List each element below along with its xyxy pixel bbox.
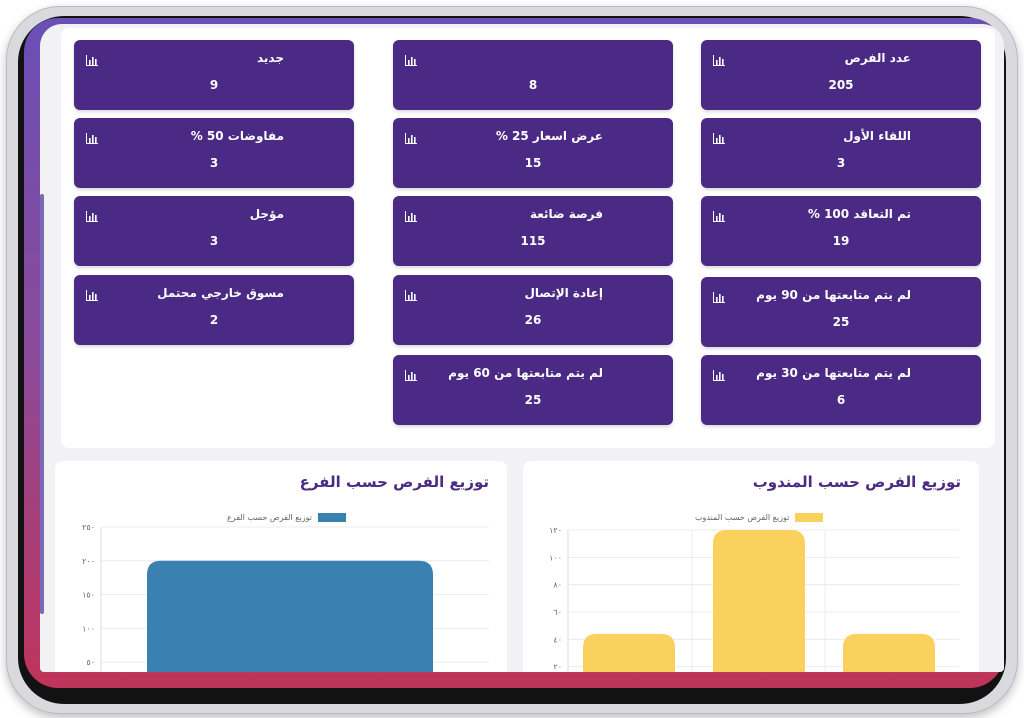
stat-value: 3 [836, 156, 846, 170]
stat-label: اللقاء الأول [843, 129, 911, 143]
branch-chart-panel: توزيع الفرص حسب الفرع توزيع الفرص حسب ال… [55, 461, 507, 672]
stat-value: 25 [832, 315, 850, 329]
stat-card[interactable]: اللقاء الأول 3 [701, 118, 981, 188]
stat-card[interactable]: مفاوضات 50 % 3 [74, 118, 354, 188]
y-tick-label: ١٠٠ [82, 624, 95, 633]
stat-value: 26 [524, 313, 542, 327]
stat-label: مؤجل [249, 207, 284, 221]
branch-chart-legend[interactable]: توزيع الفرص حسب الفرع [227, 513, 346, 522]
rep-chart: ٢٠ ٤٠ ٦٠ ٨٠ ١٠٠ ١٢٠ [549, 526, 959, 672]
stat-label: مسوق خارجي محتمل [157, 286, 284, 300]
bar-chart-icon [86, 51, 98, 66]
y-tick-label: ٢٠٠ [82, 557, 95, 566]
vertical-scrollbar[interactable] [40, 194, 44, 614]
stat-card[interactable]: فرصة ضائعة 115 [393, 196, 673, 266]
stat-card[interactable]: لم يتم متابعتها من 60 يوم 25 [393, 355, 673, 425]
rep-chart-panel: توزيع الفرص حسب المندوب توزيع الفرص حسب … [523, 461, 979, 672]
bar-chart-icon [713, 207, 725, 222]
stat-value: 2 [209, 313, 219, 327]
stat-value: 19 [832, 234, 850, 248]
stat-value: 6 [836, 393, 846, 407]
stat-value: 205 [828, 78, 854, 92]
y-tick-label: ١٢٠ [549, 526, 562, 535]
stats-panel: عدد الفرص 205 8 جديد 9 اللقاء الأول 3 عرض اسعار… [61, 28, 995, 448]
branch-chart: ٥٠ ١٠٠ ١٥٠ ٢٠٠ ٢٥٠ [82, 523, 489, 672]
stat-card[interactable]: عرض اسعار 25 % 15 [393, 118, 673, 188]
stat-value: 15 [524, 156, 542, 170]
bar-chart-icon [405, 286, 417, 301]
stat-label: لم يتم متابعتها من 30 يوم [756, 366, 911, 380]
bar-chart-icon [713, 51, 725, 66]
stat-card[interactable]: لم يتم متابعتها من 30 يوم 6 [701, 355, 981, 425]
legend-swatch [795, 513, 824, 522]
bar-chart-icon [405, 207, 417, 222]
stat-card[interactable]: إعادة الإتصال 26 [393, 275, 673, 345]
stat-card[interactable]: لم يتم متابعتها من 90 يوم 25 [701, 277, 981, 347]
chart-bar [147, 560, 433, 672]
stat-card[interactable]: تم التعاقد 100 % 19 [701, 196, 981, 266]
stat-card[interactable]: مسوق خارجي محتمل 2 [74, 275, 354, 345]
y-tick-label: ١٠٠ [549, 553, 562, 562]
y-tick-label: ٢٥٠ [82, 523, 95, 532]
legend-label: توزيع الفرص حسب المندوب [695, 513, 790, 522]
stat-value: 8 [528, 78, 538, 92]
stat-value: 25 [524, 393, 542, 407]
stat-label: لم يتم متابعتها من 60 يوم [448, 366, 603, 380]
stat-label: مفاوضات 50 % [190, 129, 284, 143]
bar-chart-icon [86, 129, 98, 144]
stat-label: عرض اسعار 25 % [495, 129, 603, 143]
bar-chart-icon [713, 129, 725, 144]
bar-chart-icon [86, 207, 98, 222]
bar-chart-icon [713, 288, 725, 303]
stat-label: إعادة الإتصال [524, 286, 603, 300]
stat-value: 3 [209, 156, 219, 170]
bar-chart-icon [713, 366, 725, 381]
y-tick-label: ٨٠ [553, 581, 562, 590]
chart-bar [843, 633, 935, 672]
rep-chart-legend[interactable]: توزيع الفرص حسب المندوب [695, 513, 824, 522]
legend-label: توزيع الفرص حسب الفرع [227, 513, 312, 522]
bar-chart-icon [405, 366, 417, 381]
bar-chart-icon [405, 129, 417, 144]
stat-card[interactable]: 8 [393, 40, 673, 110]
stat-card[interactable]: جديد 9 [74, 40, 354, 110]
stat-label: فرصة ضائعة [529, 207, 603, 221]
dashboard-screen: عدد الفرص 205 8 جديد 9 اللقاء الأول 3 عرض اسعار… [40, 24, 1004, 672]
branch-chart-title: توزيع الفرص حسب الفرع [299, 473, 489, 491]
stat-card[interactable]: عدد الفرص 205 [701, 40, 981, 110]
stat-card[interactable]: مؤجل 3 [74, 196, 354, 266]
y-tick-label: ٢٠ [553, 663, 562, 672]
stat-value: 9 [209, 78, 219, 92]
chart-bar [583, 633, 675, 672]
stat-value: 115 [520, 234, 546, 248]
legend-swatch [317, 513, 346, 522]
y-tick-label: ٤٠ [553, 635, 562, 644]
chart-bar [713, 530, 805, 672]
stat-label: جديد [256, 51, 284, 65]
rep-chart-title: توزيع الفرص حسب المندوب [752, 473, 961, 491]
bar-chart-icon [405, 51, 417, 66]
stat-label: تم التعاقد 100 % [807, 207, 911, 221]
y-tick-label: ١٥٠ [82, 591, 95, 600]
y-tick-label: ٥٠ [86, 658, 95, 667]
bar-chart-icon [86, 286, 98, 301]
stat-value: 3 [209, 234, 219, 248]
stat-label: لم يتم متابعتها من 90 يوم [756, 288, 911, 302]
stat-label: عدد الفرص [844, 51, 911, 65]
y-tick-label: ٦٠ [553, 608, 562, 617]
